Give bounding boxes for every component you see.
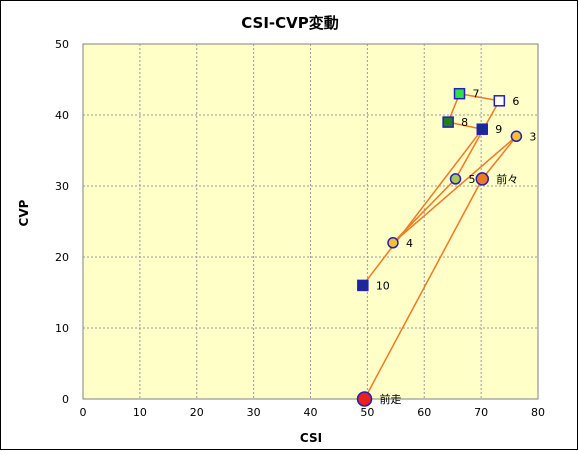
x-tick-label: 40 [304, 406, 318, 419]
connector-line [362, 128, 483, 286]
tick-labels: 0 10 20 30 40 50 60 70 80 0 10 20 30 40 50 [55, 38, 545, 419]
grid-lines [83, 44, 538, 399]
y-tick-label: 50 [55, 38, 69, 51]
data-point [475, 172, 490, 186]
point-label: 3 [529, 130, 536, 143]
point-label: 9 [495, 123, 502, 136]
y-tick-label: 20 [55, 251, 69, 264]
point-label: 8 [461, 116, 468, 129]
x-tick-label: 20 [190, 406, 204, 419]
point-label: 10 [376, 279, 390, 292]
x-tick-label: 50 [360, 406, 374, 419]
chart-title: CSI-CVP変動 [241, 14, 339, 32]
point-label: 4 [406, 237, 413, 250]
data-point [442, 116, 454, 128]
point-label: 前々 [496, 172, 518, 186]
data-point [453, 87, 466, 100]
data-point [476, 123, 489, 135]
data-points [356, 87, 523, 407]
connector-line [459, 92, 500, 102]
data-point [357, 279, 369, 292]
y-axis-title: CVP [17, 199, 31, 226]
connector-lines [362, 92, 517, 400]
y-tick-label: 10 [55, 322, 69, 335]
connector-line [363, 178, 483, 400]
point-label: 5 [469, 173, 476, 186]
point-labels: 前走 前々 3 4 5 6 7 8 9 10 [376, 88, 537, 406]
data-point [356, 391, 373, 407]
connector-line [481, 135, 517, 180]
point-label: 6 [512, 95, 519, 108]
y-tick-label: 30 [55, 180, 69, 193]
x-axis-title: CSI [300, 431, 322, 445]
x-tick-label: 60 [417, 406, 431, 419]
connector-line [392, 135, 517, 244]
x-tick-label: 70 [474, 406, 488, 419]
y-tick-label: 40 [55, 109, 69, 122]
connector-line [454, 100, 500, 180]
data-point [449, 173, 462, 185]
x-tick-label: 0 [80, 406, 87, 419]
data-point [387, 237, 399, 249]
data-point [510, 130, 523, 143]
data-point [493, 95, 506, 107]
x-tick-label: 30 [247, 406, 261, 419]
y-tick-label: 0 [62, 393, 69, 406]
x-tick-label: 10 [133, 406, 147, 419]
x-tick-label: 80 [531, 406, 545, 419]
point-label: 前走 [380, 392, 402, 406]
point-label: 7 [473, 88, 480, 101]
